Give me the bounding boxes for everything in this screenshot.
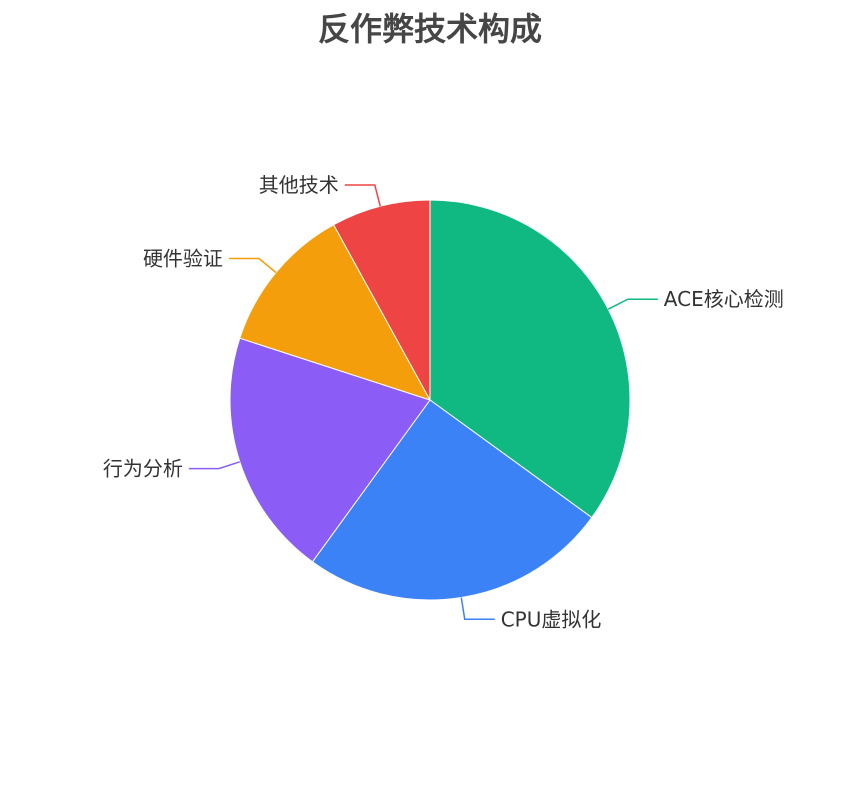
slice-label: 硬件验证 <box>143 246 223 270</box>
slice-label: 其他技术 <box>259 173 339 197</box>
pie-slice[interactable] <box>229 337 431 563</box>
pie-slice[interactable] <box>311 399 593 601</box>
label-line <box>228 257 277 274</box>
label-line <box>460 597 495 621</box>
label-line <box>344 184 381 207</box>
slice-label: CPU虚拟化 <box>501 607 602 631</box>
label-line <box>188 461 241 470</box>
pie-slice[interactable] <box>429 199 631 519</box>
slice-label: ACE核心检测 <box>664 287 784 311</box>
slice-label: 行为分析 <box>103 457 183 481</box>
label-line <box>607 298 658 310</box>
pie-slice[interactable] <box>239 224 432 401</box>
chart-title: 反作弊技术构成 <box>317 10 542 48</box>
pie-slice[interactable] <box>332 199 431 401</box>
